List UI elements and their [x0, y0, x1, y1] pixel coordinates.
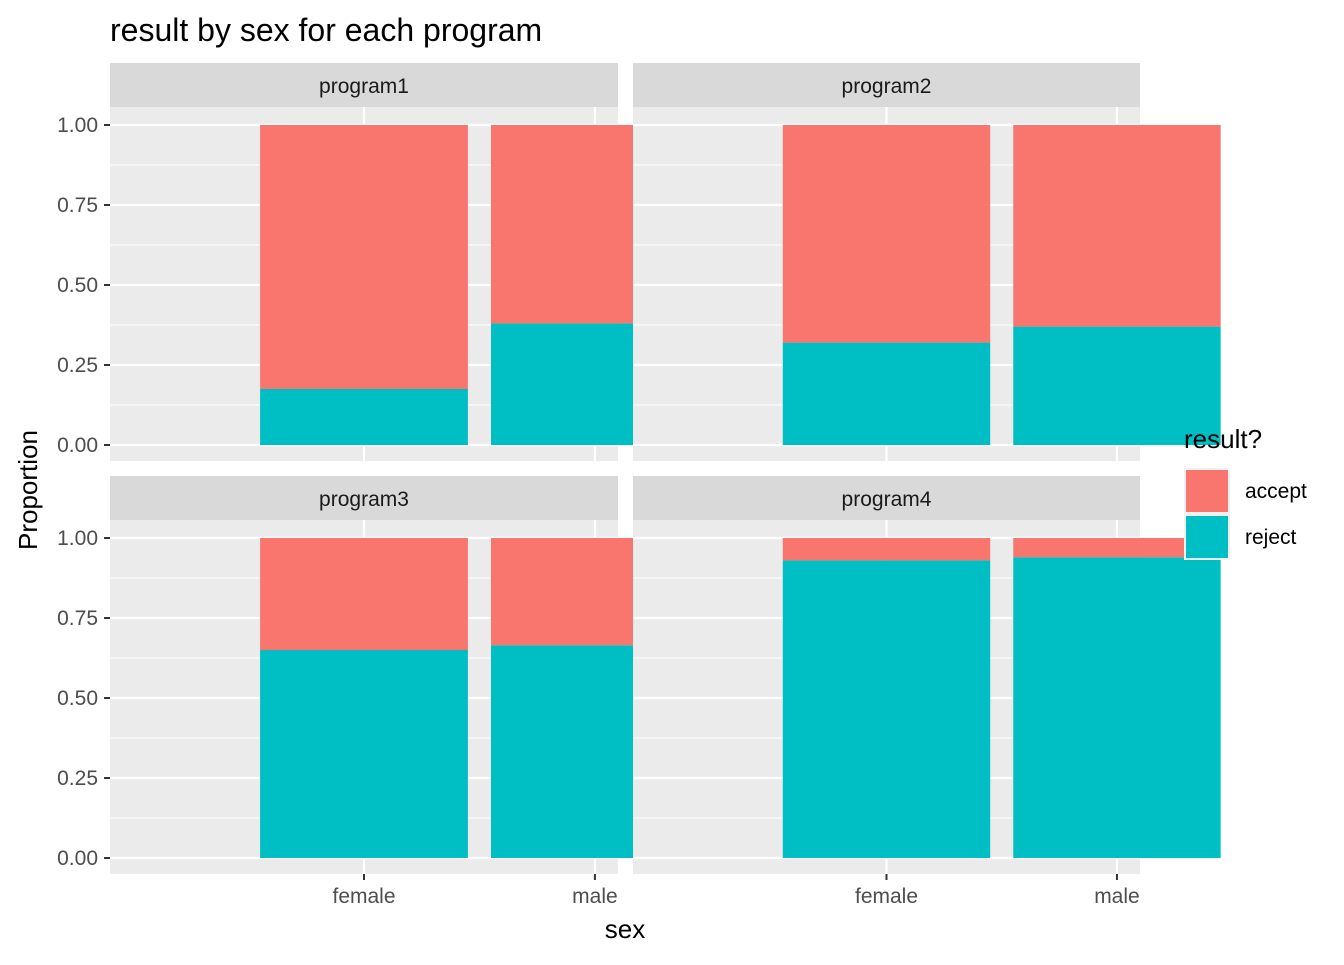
bar-reject-female: [260, 650, 468, 858]
y-tick-label: 0.00: [57, 434, 98, 457]
facet-strip: [633, 63, 1140, 107]
facet-strip: [110, 63, 618, 107]
panel-program4: program4 female male: [633, 476, 1221, 908]
legend-label-accept: accept: [1245, 480, 1307, 503]
bar-accept-male: [1013, 125, 1221, 327]
y-axis-title: Proportion: [13, 430, 43, 550]
bar-accept-female: [782, 125, 991, 343]
bar-reject-male: [1013, 326, 1221, 445]
y-tick-label: 0.50: [57, 687, 98, 710]
bar-accept-female: [260, 538, 468, 650]
bar-accept-male: [1013, 538, 1221, 558]
x-tick-label: male: [1094, 885, 1140, 908]
y-tick-label: 1.00: [57, 114, 98, 137]
legend-label-reject: reject: [1245, 526, 1297, 549]
bar-accept-female: [260, 125, 468, 389]
facet-strip-label: program4: [842, 488, 932, 511]
x-tick-label: female: [855, 885, 918, 908]
panel-program2: program2: [633, 63, 1221, 461]
facet-strip-label: program2: [842, 75, 932, 98]
panels: program1 0.00 0.25 0.50 0.75 1.00 program2 prog…: [57, 63, 1221, 908]
x-axis-title: sex: [605, 914, 645, 944]
bar-reject-female: [260, 389, 468, 445]
legend-swatch-reject: [1186, 516, 1228, 558]
y-tick-label: 0.75: [57, 194, 98, 217]
y-tick-label: 0.75: [57, 607, 98, 630]
bar-reject-female: [782, 342, 991, 445]
chart-title: result by sex for each program: [110, 12, 542, 48]
y-tick-label: 0.25: [57, 767, 98, 790]
legend-title: result?: [1184, 424, 1262, 454]
bar-reject-male: [1013, 557, 1221, 858]
panel-program3: program3 0.00 0.25 0.50 0.75 1.00 female male: [57, 476, 699, 908]
y-tick-label: 0.25: [57, 354, 98, 377]
facet-strip-label: program3: [319, 488, 409, 511]
y-tick-label: 0.50: [57, 274, 98, 297]
facet-strip: [633, 476, 1140, 520]
legend-swatch-accept: [1186, 470, 1228, 512]
facet-strip: [110, 476, 618, 520]
legend: result? accept reject: [1184, 424, 1307, 560]
x-tick-label: male: [572, 885, 618, 908]
y-tick-label: 0.00: [57, 847, 98, 870]
bar-accept-female: [782, 538, 991, 561]
facet-strip-label: program1: [319, 75, 409, 98]
y-tick-label: 1.00: [57, 527, 98, 550]
panel-program1: program1 0.00 0.25 0.50 0.75 1.00: [57, 63, 699, 461]
x-tick-label: female: [332, 885, 395, 908]
bar-reject-female: [782, 560, 991, 858]
